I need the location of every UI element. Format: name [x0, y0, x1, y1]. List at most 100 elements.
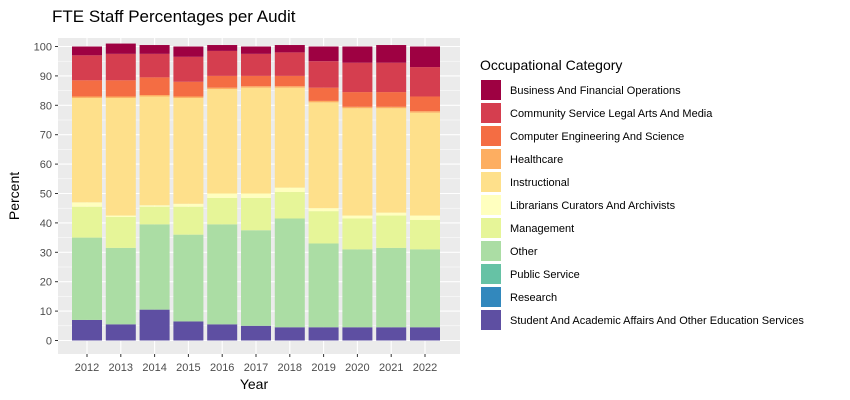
- bar-segment-student-and-academic-affairs-and-other-education-services-2020: [342, 327, 373, 341]
- legend-key-computer-engineering-and-science: [481, 126, 501, 146]
- bar-segment-community-service-legal-arts-and-media-2020: [342, 62, 373, 93]
- bar-segment-business-and-financial-operations-2019: [308, 46, 339, 62]
- bar-segment-community-service-legal-arts-and-media-2014: [139, 53, 170, 78]
- legend-label-librarians-curators-and-archivists: Librarians Curators And Archivists: [510, 200, 676, 212]
- y-tick-label: 20: [40, 277, 52, 289]
- legend-key-other: [481, 241, 501, 261]
- x-tick-label: 2013: [109, 362, 133, 374]
- bar-segment-community-service-legal-arts-and-media-2015: [173, 56, 204, 82]
- legend-title: Occupational Category: [480, 57, 622, 73]
- bar-segment-other-2020: [342, 249, 373, 328]
- bar-segment-management-2020: [342, 218, 373, 250]
- y-tick-label: 100: [34, 42, 52, 54]
- legend-label-community-service-legal-arts-and-media: Community Service Legal Arts And Media: [510, 108, 713, 120]
- legend: Occupational Category Business And Finan…: [480, 57, 804, 330]
- bar-segment-business-and-financial-operations-2020: [342, 46, 373, 63]
- bar-segment-business-and-financial-operations-2016: [207, 45, 238, 51]
- bar-segment-instructional-2020: [342, 108, 373, 216]
- legend-label-healthcare: Healthcare: [510, 154, 563, 166]
- y-tick-label: 0: [46, 336, 52, 348]
- legend-key-business-and-financial-operations: [481, 80, 501, 100]
- bar-segment-computer-engineering-and-science-2015: [173, 81, 204, 97]
- bar-segment-other-2022: [410, 249, 440, 328]
- bar-segment-student-and-academic-affairs-and-other-education-services-2021: [376, 327, 407, 341]
- bar-segment-instructional-2014: [139, 96, 170, 206]
- x-tick-label: 2014: [142, 362, 166, 374]
- legend-key-instructional: [481, 172, 501, 192]
- bar-segment-healthcare-2014: [139, 95, 170, 97]
- bar-segment-community-service-legal-arts-and-media-2016: [207, 50, 238, 76]
- legend-key-management: [481, 218, 501, 238]
- bar-segment-healthcare-2019: [308, 100, 339, 103]
- bar-segment-librarians-curators-and-archivists-2019: [308, 208, 339, 212]
- x-tick-label: 2021: [379, 362, 403, 374]
- bar-segment-computer-engineering-and-science-2021: [376, 92, 407, 107]
- bar-segment-management-2021: [376, 215, 407, 248]
- bar-segment-computer-engineering-and-science-2012: [72, 80, 102, 97]
- bar-segment-management-2013: [105, 217, 136, 248]
- bar-segment-instructional-2018: [274, 87, 305, 188]
- bar-segment-student-and-academic-affairs-and-other-education-services-2012: [72, 319, 102, 341]
- bar-segment-business-and-financial-operations-2013: [105, 43, 136, 54]
- y-tick-label: 90: [40, 71, 52, 83]
- bar-segment-librarians-curators-and-archivists-2013: [105, 215, 136, 218]
- bar-segment-business-and-financial-operations-2021: [376, 45, 407, 63]
- bar-segment-other-2019: [308, 243, 339, 328]
- bar-segment-community-service-legal-arts-and-media-2012: [72, 55, 102, 81]
- bar-segment-other-2016: [207, 224, 238, 325]
- bar-segment-librarians-curators-and-archivists-2020: [342, 215, 373, 219]
- x-tick-label: 2020: [345, 362, 369, 374]
- y-tick-label: 80: [40, 100, 52, 112]
- bar-segment-computer-engineering-and-science-2022: [410, 96, 440, 112]
- x-tick-label: 2019: [311, 362, 335, 374]
- bar-segment-healthcare-2022: [410, 111, 440, 113]
- y-tick-label: 30: [40, 247, 52, 259]
- x-tick-label: 2016: [210, 362, 234, 374]
- y-tick-label: 50: [40, 189, 52, 201]
- legend-label-other: Other: [510, 246, 538, 258]
- bar-segment-computer-engineering-and-science-2019: [308, 87, 339, 101]
- y-tick-label: 10: [40, 306, 52, 318]
- bar-segment-management-2012: [72, 206, 102, 238]
- bar-segment-healthcare-2018: [274, 86, 305, 88]
- legend-label-business-and-financial-operations: Business And Financial Operations: [510, 85, 681, 97]
- y-tick-label: 70: [40, 130, 52, 142]
- bars: [72, 43, 440, 341]
- bar-segment-student-and-academic-affairs-and-other-education-services-2017: [241, 325, 271, 341]
- bar-segment-other-2012: [72, 237, 102, 320]
- bar-segment-community-service-legal-arts-and-media-2021: [376, 62, 407, 93]
- bar-segment-healthcare-2020: [342, 106, 373, 109]
- legend-label-public-service: Public Service: [510, 269, 580, 281]
- bar-segment-other-2015: [173, 234, 204, 322]
- legend-label-management: Management: [510, 223, 574, 235]
- bar-segment-healthcare-2013: [105, 96, 136, 98]
- chart-title: FTE Staff Percentages per Audit: [52, 7, 296, 26]
- bar-segment-community-service-legal-arts-and-media-2013: [105, 53, 136, 81]
- y-tick-label: 40: [40, 218, 52, 230]
- bar-segment-computer-engineering-and-science-2016: [207, 75, 238, 88]
- bar-segment-community-service-legal-arts-and-media-2022: [410, 67, 440, 97]
- bar-segment-computer-engineering-and-science-2020: [342, 92, 373, 107]
- bar-segment-student-and-academic-affairs-and-other-education-services-2015: [173, 321, 204, 341]
- bar-segment-community-service-legal-arts-and-media-2018: [274, 52, 305, 76]
- bar-segment-business-and-financial-operations-2017: [241, 46, 271, 54]
- legend-key-research: [481, 287, 501, 307]
- legend-key-student-and-academic-affairs-and-other-education-services: [481, 310, 501, 330]
- bar-segment-healthcare-2017: [241, 86, 271, 88]
- bar-segment-student-and-academic-affairs-and-other-education-services-2014: [139, 309, 170, 341]
- bar-segment-instructional-2019: [308, 102, 339, 209]
- bar-segment-management-2017: [241, 197, 271, 231]
- legend-label-student-and-academic-affairs-and-other-education-services: Student And Academic Affairs And Other E…: [510, 315, 804, 327]
- y-axis-title: Percent: [6, 172, 22, 220]
- bar-segment-management-2019: [308, 211, 339, 244]
- legend-key-public-service: [481, 264, 501, 284]
- x-axis-title: Year: [240, 376, 269, 392]
- bar-segment-computer-engineering-and-science-2018: [274, 75, 305, 87]
- legend-key-healthcare: [481, 149, 501, 169]
- bar-segment-management-2018: [274, 192, 305, 219]
- bar-segment-librarians-curators-and-archivists-2017: [241, 193, 271, 198]
- x-tick-label: 2022: [413, 362, 437, 374]
- bar-segment-student-and-academic-affairs-and-other-education-services-2013: [105, 324, 136, 341]
- legend-key-librarians-curators-and-archivists: [481, 195, 501, 215]
- bar-segment-instructional-2012: [72, 97, 102, 203]
